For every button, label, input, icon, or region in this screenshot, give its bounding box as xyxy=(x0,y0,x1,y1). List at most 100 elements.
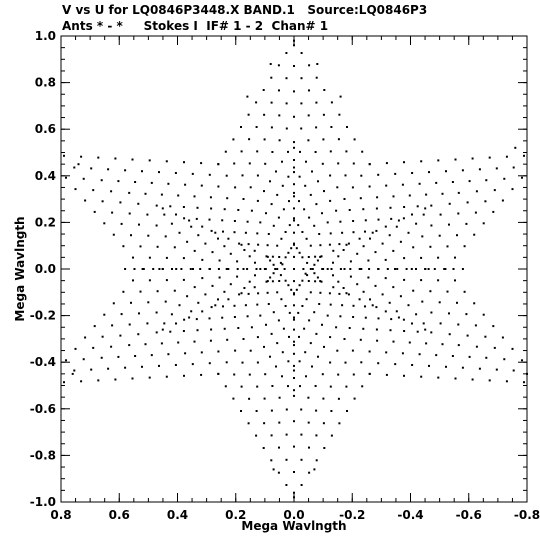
uv-point xyxy=(465,222,468,225)
uv-point xyxy=(307,114,310,117)
uv-point xyxy=(255,126,258,128)
uv-point xyxy=(250,326,253,329)
uv-point xyxy=(463,245,466,248)
y-tick-label: 0.2 xyxy=(35,215,56,229)
uv-point xyxy=(238,293,241,296)
uv-point xyxy=(385,351,388,354)
uv-point xyxy=(362,245,365,248)
uv-point xyxy=(335,326,338,329)
uv-point xyxy=(240,243,243,246)
uv-point xyxy=(316,259,319,262)
y-tick-label: -0.8 xyxy=(30,448,56,462)
uv-point xyxy=(150,354,153,357)
uv-point xyxy=(278,396,281,399)
uv-point xyxy=(352,231,355,234)
uv-point xyxy=(332,249,335,252)
uv-point xyxy=(281,184,284,187)
uv-point xyxy=(224,150,227,153)
uv-point xyxy=(301,231,304,233)
uv-point xyxy=(349,260,352,263)
uv-point xyxy=(97,156,100,159)
uv-point xyxy=(461,366,464,369)
uv-point xyxy=(332,274,334,277)
y-tick-label: -0.6 xyxy=(30,402,56,416)
uv-point xyxy=(367,259,370,262)
uv-point xyxy=(271,255,274,258)
uv-point xyxy=(293,369,295,372)
uv-point xyxy=(293,195,295,198)
uv-point xyxy=(217,372,220,375)
uv-point xyxy=(313,468,316,471)
uv-point xyxy=(305,237,308,240)
uv-point xyxy=(293,328,295,331)
uv-point xyxy=(329,303,332,306)
uv-point xyxy=(190,310,193,313)
uv-point xyxy=(280,237,283,240)
uv-point xyxy=(290,247,293,250)
uv-point xyxy=(223,327,226,330)
uv-point xyxy=(320,255,323,258)
uv-point xyxy=(257,243,260,246)
uv-point xyxy=(337,255,340,258)
uv-point xyxy=(142,268,145,270)
uv-point xyxy=(117,355,120,358)
uv-point xyxy=(282,327,285,330)
uv-point xyxy=(256,150,259,153)
uv-point xyxy=(429,290,432,293)
uv-point xyxy=(441,192,444,195)
uv-point xyxy=(396,268,399,270)
uv-point xyxy=(488,379,491,382)
uv-point xyxy=(293,280,295,283)
uv-point xyxy=(424,207,427,210)
uv-point xyxy=(454,279,456,282)
uv-point xyxy=(416,330,419,333)
uv-point xyxy=(287,284,290,287)
uv-point xyxy=(275,365,277,368)
uv-point xyxy=(415,222,418,225)
uv-point xyxy=(428,364,430,367)
uv-point xyxy=(170,222,173,225)
uv-point xyxy=(182,257,185,260)
uv-point xyxy=(287,251,290,254)
uv-point xyxy=(336,349,339,352)
uv-point xyxy=(122,290,125,293)
uv-point xyxy=(293,146,295,149)
uv-point xyxy=(337,397,340,400)
uv-point xyxy=(329,150,332,153)
uv-point xyxy=(177,194,180,197)
uv-point xyxy=(270,76,273,79)
uv-point xyxy=(512,166,515,169)
uv-point xyxy=(233,162,236,165)
uv-point xyxy=(137,333,140,336)
uv-point xyxy=(511,188,514,191)
uv-point xyxy=(329,361,332,364)
uv-point xyxy=(293,44,295,47)
uv-point xyxy=(293,292,295,295)
uv-point xyxy=(223,290,226,293)
uv-point xyxy=(249,349,252,352)
uv-point xyxy=(293,268,295,270)
uv-point xyxy=(288,200,290,203)
uv-point xyxy=(234,186,237,189)
uv-point xyxy=(485,179,488,182)
uv-point xyxy=(254,261,256,264)
uv-point xyxy=(338,243,341,246)
uv-point xyxy=(341,304,344,307)
uv-point xyxy=(427,268,430,270)
uv-point xyxy=(343,268,346,270)
uv-point xyxy=(399,295,402,298)
uv-point xyxy=(233,220,236,222)
x-tick-label: 0.4 xyxy=(167,508,188,522)
uv-point xyxy=(174,364,177,366)
uv-point xyxy=(208,268,211,270)
uv-point xyxy=(201,258,204,261)
uv-point xyxy=(329,336,332,339)
uv-point xyxy=(342,249,345,251)
uv-point xyxy=(381,242,384,245)
uv-point xyxy=(110,190,113,193)
uv-point xyxy=(77,163,80,166)
uv-point xyxy=(352,220,355,222)
uv-point xyxy=(253,286,256,289)
uv-point xyxy=(293,207,295,210)
uv-point xyxy=(131,158,134,161)
